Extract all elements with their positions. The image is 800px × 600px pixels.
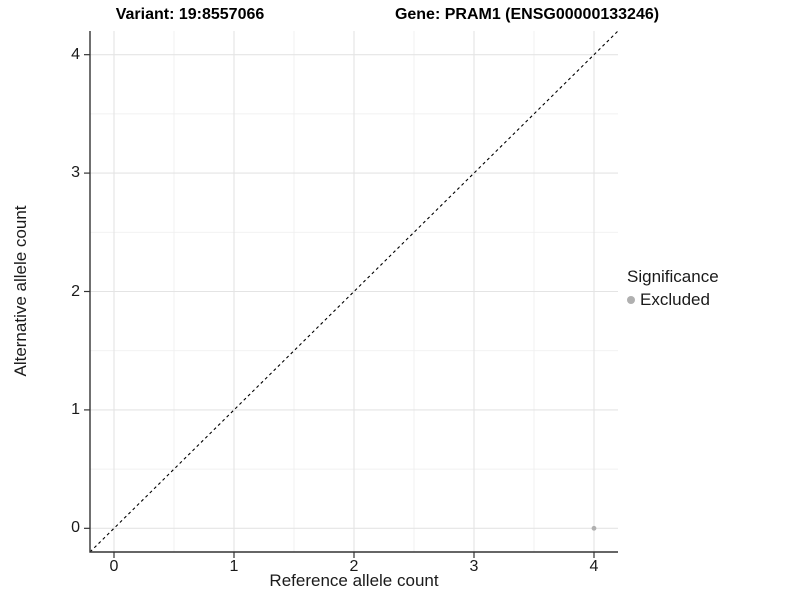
- x-tick-label: 1: [229, 558, 239, 575]
- plot-panel: [84, 30, 619, 558]
- y-tick-label: 2: [71, 282, 80, 300]
- y-axis-label: Alternative allele count: [11, 205, 30, 377]
- y-tick-label: 3: [71, 164, 80, 182]
- legend-item-excluded: Excluded: [627, 290, 719, 310]
- legend-item-label: Excluded: [640, 290, 710, 309]
- axis-lines: [89, 31, 618, 553]
- x-tick-label: 2: [349, 558, 359, 575]
- plot-svg: [84, 30, 619, 558]
- y-tick-label: 0: [71, 519, 80, 537]
- legend-title: Significance: [627, 267, 719, 286]
- plot-title-gene: Gene: PRAM1 (ENSG00000133246): [394, 6, 660, 23]
- x-tick-label: 3: [469, 558, 479, 575]
- x-axis-label: Reference allele count: [269, 571, 439, 590]
- x-tick-label: 4: [589, 558, 599, 575]
- identity-dashed-line: [89, 30, 619, 553]
- y-tick-label: 4: [71, 45, 80, 63]
- data-point: [591, 525, 597, 531]
- excluded-point-icon: [627, 296, 635, 304]
- y-tick-label: 1: [71, 400, 80, 418]
- x-tick-label: 0: [109, 558, 119, 575]
- plot-title-variant: Variant: 19:8557066: [115, 6, 265, 23]
- legend: Significance Excluded: [627, 267, 719, 310]
